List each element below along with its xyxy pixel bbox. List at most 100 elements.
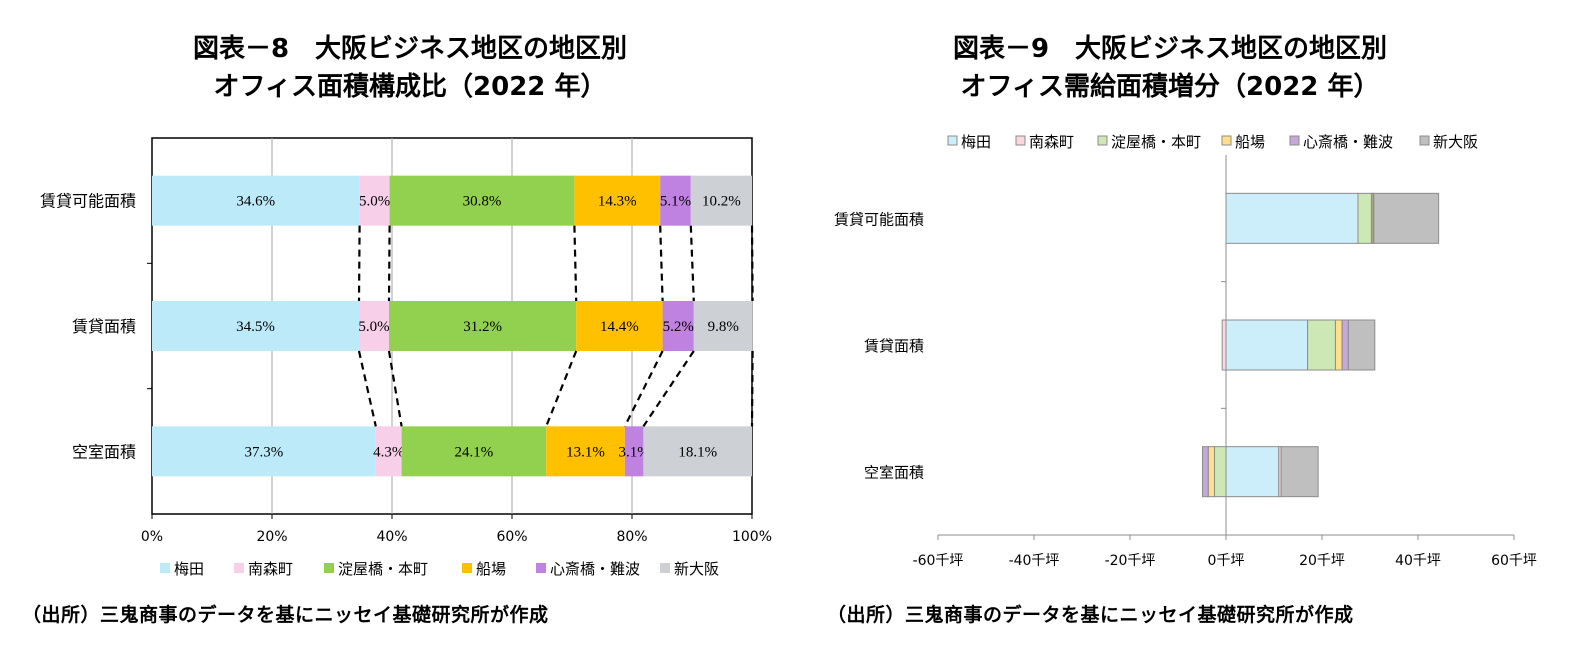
connector-line	[357, 225, 361, 302]
legend-label: 南森町	[248, 560, 293, 578]
bar-segment	[1373, 192, 1440, 244]
x-tick-label: 40%	[376, 529, 407, 545]
connector-line	[750, 350, 754, 427]
legend-label: 心斎橋・難波	[1303, 133, 1393, 151]
category-label: 空室面積	[72, 442, 136, 461]
source-note: （出所）三鬼商事のデータを基にニッセイ基礎研究所が作成	[22, 604, 549, 626]
data-label: 13.1%	[566, 444, 605, 460]
bar-segment	[152, 301, 359, 351]
connector-line	[545, 350, 578, 427]
chart-title-line1: 図表－9 大阪ビジネス地区の地区別	[952, 34, 1388, 64]
legend-swatch	[160, 563, 170, 573]
data-label: 34.5%	[236, 319, 275, 335]
category-label: 空室面積	[864, 464, 924, 482]
legend-label: 梅田	[174, 560, 204, 578]
bar-segment	[1334, 319, 1343, 371]
legend-swatch	[947, 135, 958, 146]
connector-line	[623, 350, 664, 427]
legend-label: 新大阪	[674, 560, 719, 578]
data-label: 14.3%	[598, 194, 637, 210]
data-label: 5.0%	[359, 194, 390, 210]
legend-swatch	[324, 563, 334, 573]
data-label: 10.2%	[702, 194, 741, 210]
bar-segment	[1347, 319, 1376, 371]
bar-segment	[662, 301, 694, 351]
data-label: 31.2%	[463, 319, 502, 335]
legend-swatch	[1419, 135, 1430, 146]
bar-segment	[690, 175, 752, 226]
composition-chart: 0% 20% 40% 60% 80% 100% 賃貸可能面積 34.6% 5.0% 30.8% 14…	[40, 137, 772, 578]
bar-segment	[1357, 192, 1372, 244]
connector-line	[357, 350, 377, 427]
x-tick-label: 60千坪	[1491, 553, 1537, 569]
bar-segment	[576, 301, 663, 351]
legend-swatch	[234, 563, 244, 573]
bar-segment	[1201, 446, 1209, 498]
x-tick-label: 60%	[496, 529, 527, 545]
bar-segment	[624, 426, 644, 477]
bar-segment	[152, 175, 360, 226]
x-tick-label: 0%	[141, 529, 163, 545]
chart-title-line2: オフィス面積構成比（2022 年）	[213, 72, 607, 102]
category-label: 賃貸可能面積	[834, 210, 924, 228]
bar-segment	[1307, 319, 1336, 371]
connector-line	[387, 225, 391, 302]
bar-segment	[643, 426, 752, 477]
bar-segment	[389, 175, 575, 226]
category-label: 賃貸面積	[72, 317, 136, 336]
bar-segment	[1221, 319, 1227, 371]
legend-swatch	[1221, 135, 1232, 146]
legend-label: 南森町	[1029, 133, 1074, 151]
data-label: 9.8%	[708, 319, 739, 335]
connector-line	[573, 225, 578, 302]
data-label: 24.1%	[455, 444, 494, 460]
connector-line	[689, 225, 695, 302]
x-tick-label: 80%	[616, 529, 647, 545]
bar-segment	[693, 301, 753, 351]
bar-segment	[1225, 446, 1280, 498]
bar-segment	[660, 175, 691, 226]
chart-title-line1: 図表－8 大阪ビジネス地区の地区別	[192, 34, 628, 64]
bar-segment	[1207, 446, 1215, 498]
bar-segment	[389, 301, 577, 351]
bar-segment	[1213, 446, 1227, 498]
x-tick-label: 0千坪	[1208, 553, 1245, 569]
source-note: （出所）三鬼商事のデータを基にニッセイ基礎研究所が作成	[827, 604, 1354, 626]
data-label: 14.4%	[600, 319, 639, 335]
legend-label: 新大阪	[1433, 133, 1478, 151]
category-label: 賃貸面積	[864, 337, 924, 355]
data-label: 4.3%	[373, 444, 404, 460]
data-label: 5.1%	[660, 194, 691, 210]
bar-segment	[1280, 446, 1319, 498]
x-tick-label: -40千坪	[1009, 553, 1060, 569]
x-tick-label: 20%	[256, 529, 287, 545]
increment-chart: -60千坪 -40千坪 -20千坪 0千坪 20千坪 40千坪 60千坪 賃貸可能面積賃貸面積…	[834, 133, 1537, 569]
legend-swatch	[462, 563, 472, 573]
bar-segment	[359, 301, 389, 351]
bar-segment	[1341, 319, 1349, 371]
x-tick-label: -20千坪	[1105, 553, 1156, 569]
legend: 梅田 南森町 淀屋橋・本町 船場 心斎橋・難波 新大阪	[947, 133, 1478, 151]
bar-segment	[574, 175, 661, 226]
data-label: 37.3%	[245, 444, 284, 460]
legend-swatch	[1015, 135, 1026, 146]
legend-label: 梅田	[961, 133, 991, 151]
data-label: 5.0%	[358, 319, 389, 335]
chart-panel-composition: 図表－8 大阪ビジネス地区の地区別 オフィス面積構成比（2022 年） 0% 20…	[22, 34, 772, 626]
bar-segment	[375, 426, 402, 477]
legend-swatch	[660, 563, 670, 573]
bar-segment	[401, 426, 547, 477]
connector-line	[750, 225, 754, 302]
x-tick-label: -60千坪	[913, 553, 964, 569]
legend-label: 船場	[476, 560, 506, 578]
legend-swatch	[536, 563, 546, 573]
connector-line	[642, 350, 695, 427]
category-label: 賃貸可能面積	[40, 192, 136, 211]
bar-segment	[1225, 319, 1309, 371]
x-tick-label: 20千坪	[1299, 553, 1345, 569]
chart-title: 図表－8 大阪ビジネス地区の地区別 オフィス面積構成比（2022 年）	[0, 30, 820, 106]
chart-panel-increment: 図表－9 大阪ビジネス地区の地区別 オフィス需給面積増分（2022 年） -60…	[790, 0, 1572, 657]
legend: 梅田 南森町 淀屋橋・本町 船場 心斎橋・難波 新大阪	[160, 560, 719, 578]
data-label: 3.1%	[618, 444, 649, 460]
data-label: 34.6%	[236, 194, 275, 210]
